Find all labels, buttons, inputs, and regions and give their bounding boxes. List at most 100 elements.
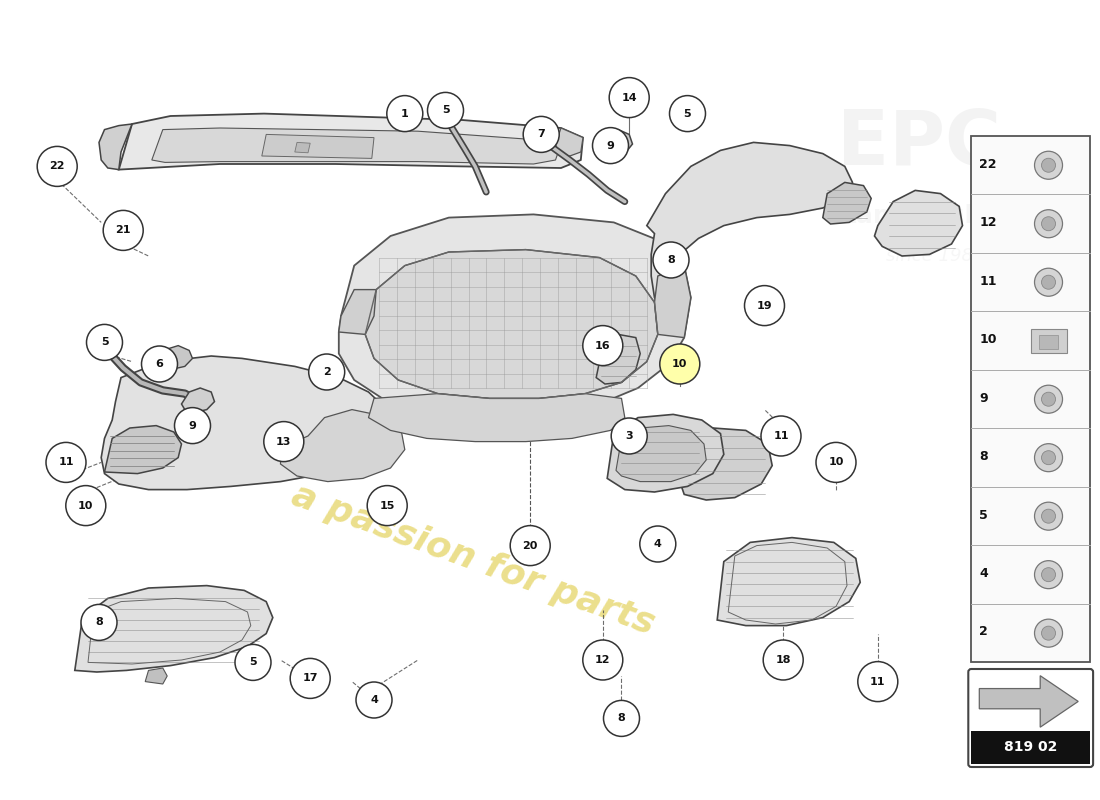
Text: 2: 2 (979, 626, 988, 638)
Polygon shape (874, 190, 962, 256)
Text: 4: 4 (979, 567, 988, 580)
Text: 15: 15 (379, 501, 395, 510)
Text: 17: 17 (302, 674, 318, 683)
Polygon shape (116, 219, 138, 232)
FancyBboxPatch shape (1031, 329, 1067, 353)
Polygon shape (365, 250, 658, 398)
Circle shape (583, 326, 623, 366)
Text: 18: 18 (776, 655, 791, 665)
Text: 10: 10 (828, 458, 844, 467)
Circle shape (1042, 158, 1056, 172)
Circle shape (66, 486, 106, 526)
Circle shape (1034, 619, 1063, 647)
Text: 8: 8 (979, 450, 988, 463)
Circle shape (660, 344, 700, 384)
Circle shape (81, 605, 117, 640)
Circle shape (1042, 626, 1056, 640)
Circle shape (175, 407, 210, 443)
Text: 10: 10 (979, 333, 997, 346)
Circle shape (745, 286, 784, 326)
Polygon shape (104, 426, 182, 474)
Circle shape (1034, 502, 1063, 530)
FancyBboxPatch shape (968, 669, 1093, 767)
Polygon shape (280, 410, 405, 482)
Circle shape (510, 526, 550, 566)
Text: EPC: EPC (836, 107, 1001, 181)
Circle shape (583, 640, 623, 680)
Text: 2: 2 (322, 367, 331, 377)
Circle shape (609, 78, 649, 118)
Text: 22: 22 (50, 162, 65, 171)
Circle shape (264, 422, 304, 462)
Polygon shape (262, 134, 374, 158)
Text: 5: 5 (979, 509, 988, 522)
Circle shape (1034, 385, 1063, 413)
Circle shape (387, 96, 422, 131)
Polygon shape (368, 394, 625, 442)
Text: 9: 9 (606, 141, 615, 150)
Text: 819 02: 819 02 (1004, 741, 1057, 754)
Text: since 1985: since 1985 (886, 247, 984, 265)
Text: 11: 11 (773, 431, 789, 441)
Circle shape (640, 526, 675, 562)
Circle shape (428, 92, 463, 128)
FancyBboxPatch shape (1040, 335, 1058, 349)
Text: 9: 9 (188, 421, 197, 430)
Circle shape (1042, 509, 1056, 523)
Polygon shape (152, 128, 559, 164)
Circle shape (524, 116, 559, 152)
Circle shape (653, 242, 689, 278)
Polygon shape (717, 538, 860, 626)
Text: 8: 8 (617, 714, 626, 723)
Text: 20: 20 (522, 541, 538, 550)
Text: 6: 6 (155, 359, 164, 369)
Text: 4: 4 (370, 695, 378, 705)
FancyBboxPatch shape (971, 136, 1090, 662)
Polygon shape (101, 356, 390, 490)
Text: 10: 10 (672, 359, 688, 369)
Circle shape (367, 486, 407, 526)
Text: 4: 4 (653, 539, 662, 549)
Text: 7: 7 (537, 130, 546, 139)
Polygon shape (616, 426, 706, 482)
Polygon shape (654, 266, 691, 338)
Circle shape (103, 210, 143, 250)
Text: 5: 5 (250, 658, 256, 667)
Circle shape (858, 662, 898, 702)
Circle shape (1042, 275, 1056, 290)
Text: 8: 8 (667, 255, 675, 265)
Text: 16: 16 (595, 341, 610, 350)
Text: 22: 22 (979, 158, 997, 170)
Circle shape (1034, 268, 1063, 296)
Circle shape (1042, 450, 1056, 465)
Circle shape (290, 658, 330, 698)
Text: 5: 5 (442, 106, 449, 115)
Text: 11: 11 (979, 274, 997, 287)
Text: 12: 12 (979, 216, 997, 229)
Polygon shape (295, 142, 310, 153)
Polygon shape (152, 346, 192, 370)
Text: 5: 5 (684, 109, 691, 118)
Text: 14: 14 (621, 93, 637, 102)
Polygon shape (680, 428, 772, 500)
Circle shape (604, 701, 639, 736)
Text: 21: 21 (116, 226, 131, 235)
Text: 10: 10 (78, 501, 94, 510)
Text: Lamborghini: Lamborghini (840, 204, 1019, 228)
Circle shape (1034, 151, 1063, 179)
Circle shape (37, 146, 77, 186)
Circle shape (1042, 217, 1056, 230)
Polygon shape (99, 124, 132, 170)
Polygon shape (182, 388, 214, 412)
FancyBboxPatch shape (971, 731, 1090, 764)
Polygon shape (145, 668, 167, 684)
Circle shape (1034, 444, 1063, 472)
Circle shape (763, 640, 803, 680)
Polygon shape (647, 142, 852, 308)
Text: 5: 5 (101, 338, 108, 347)
Text: 11: 11 (58, 458, 74, 467)
Text: 11: 11 (870, 677, 886, 686)
Circle shape (1034, 561, 1063, 589)
Polygon shape (556, 128, 583, 156)
Circle shape (1042, 568, 1056, 582)
